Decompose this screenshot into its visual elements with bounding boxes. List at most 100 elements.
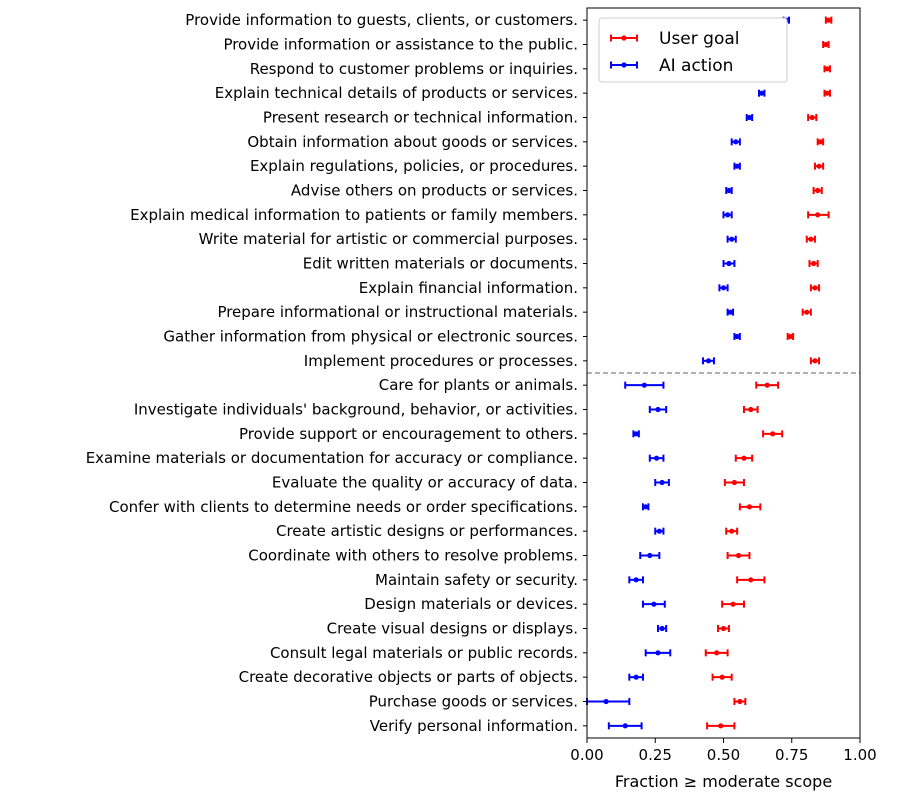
y-tick-label: Care for plants or animals. (379, 376, 578, 394)
x-tick-label: 0.50 (707, 746, 740, 764)
ai-action-marker (603, 698, 609, 705)
ai-action-marker (734, 333, 740, 340)
ai-action-marker (655, 650, 661, 656)
user-goal-marker (824, 90, 830, 96)
user-goal-point (721, 600, 745, 608)
user-goal-point (755, 381, 780, 389)
ai-action-marker (759, 90, 765, 96)
x-axis-title: Fraction ≥ moderate scope (615, 772, 832, 791)
x-tick-label: 0.25 (639, 746, 672, 764)
ai-action-marker (726, 260, 732, 267)
user-goal-point (762, 430, 784, 438)
y-tick-label: Explain technical details of products or… (215, 84, 578, 102)
y-tick-label: Create artistic designs or performances. (276, 522, 578, 540)
user-goal-marker (787, 333, 793, 340)
ai-action-point (628, 576, 644, 584)
y-tick-label: Advise others on products or services. (291, 182, 578, 200)
user-goal-point (807, 114, 818, 121)
ai-action-marker (641, 382, 647, 388)
user-goal-point (807, 211, 830, 219)
y-tick-label: Investigate individuals' background, beh… (134, 401, 578, 419)
ai-action-point (654, 527, 665, 535)
user-goal-marker (748, 406, 754, 413)
user-goal-marker (809, 114, 815, 121)
legend-swatch-marker (621, 35, 627, 41)
y-tick-label: Purchase goods or services. (369, 693, 578, 711)
user-goal-marker (729, 528, 735, 534)
ai-action-point (644, 649, 672, 657)
user-goal-point (823, 89, 831, 97)
legend: User goal AI action (598, 17, 788, 83)
user-goal-marker (804, 309, 810, 315)
y-tick-label: Create decorative objects or parts of ob… (239, 668, 578, 686)
y-tick-label: Design materials or devices. (364, 595, 578, 613)
ai-action-marker (622, 723, 628, 729)
user-goal-point (801, 308, 812, 316)
user-goal-marker (746, 504, 753, 510)
ai-action-point (624, 381, 665, 389)
y-tick-label: Provide information or assistance to the… (223, 36, 578, 54)
y-tick-label: Present research or technical informatio… (263, 109, 578, 127)
ai-action-marker (647, 552, 653, 559)
user-goal-marker (817, 139, 824, 145)
user-goal-marker (815, 212, 821, 218)
y-tick-label: Explain regulations, policies, or proced… (250, 157, 578, 175)
y-tick-label: Write material for artistic or commercia… (199, 230, 578, 248)
y-tick-label: Prepare informational or instructional m… (217, 303, 578, 321)
y-tick-label: Explain financial information. (359, 279, 578, 297)
y-tick-labels: Provide information to guests, clients, … (86, 11, 587, 735)
x-axis: 0.00 0.25 0.50 0.75 1.00 (570, 738, 877, 764)
y-tick-label: Edit written materials or documents. (303, 255, 578, 273)
y-tick-label: Explain medical information to patients … (130, 206, 578, 224)
legend-label: User goal (659, 29, 739, 49)
user-goal-point (742, 406, 759, 413)
y-tick-label: Verify personal information. (370, 717, 578, 735)
ai-action-point (722, 260, 736, 267)
ai-action-point (628, 673, 644, 681)
user-goal-point (822, 41, 830, 48)
user-goal-point (734, 454, 754, 462)
user-goal-marker (812, 285, 818, 291)
y-tick-label: Implement procedures or processes. (304, 352, 578, 370)
ai-action-point (726, 235, 737, 243)
user-goal-point (813, 162, 825, 170)
user-goal-point (717, 625, 730, 632)
user-goal-marker (718, 723, 724, 729)
ai-action-point (648, 406, 668, 413)
user-goal-point (704, 649, 729, 657)
ai-action-marker (720, 285, 727, 291)
legend-entry-ai-action: AI action (610, 56, 733, 76)
ai-action-marker (746, 114, 753, 121)
ai-action-marker (727, 309, 733, 315)
user-goal-point (736, 576, 766, 584)
ai-action-marker (729, 236, 735, 242)
user-goal-marker (812, 358, 818, 364)
ai-action-point (757, 89, 766, 97)
ai-action-point (586, 698, 631, 705)
user-goal-point (805, 235, 816, 243)
ai-action-marker (633, 674, 639, 680)
ai-action-point (702, 357, 715, 365)
user-goal-marker (735, 552, 742, 559)
user-goal-point (725, 527, 739, 535)
y-tick-label: Respond to customer problems or inquirie… (250, 60, 578, 78)
y-tick-label: Provide support or encouragement to othe… (239, 425, 578, 443)
ai-action-point (745, 114, 754, 121)
user-goal-point (816, 138, 825, 146)
user-goal-point (809, 357, 821, 365)
user-goal-point (706, 722, 736, 730)
y-tick-label: Gather information from physical or elec… (163, 328, 578, 346)
ai-action-marker (656, 528, 662, 534)
user-goal-marker (816, 163, 822, 169)
legend-label: AI action (659, 56, 733, 76)
user-goal-marker (824, 66, 830, 72)
y-tick-label: Examine materials or documentation for a… (86, 449, 578, 467)
ai-action-marker (655, 406, 661, 413)
ai-action-point (648, 454, 665, 462)
y-tick-label: Confer with clients to determine needs o… (109, 498, 578, 516)
ai-action-point (733, 333, 741, 340)
user-goal-point (809, 284, 821, 292)
user-goal-marker (815, 187, 821, 194)
ai-action-point (641, 503, 650, 511)
